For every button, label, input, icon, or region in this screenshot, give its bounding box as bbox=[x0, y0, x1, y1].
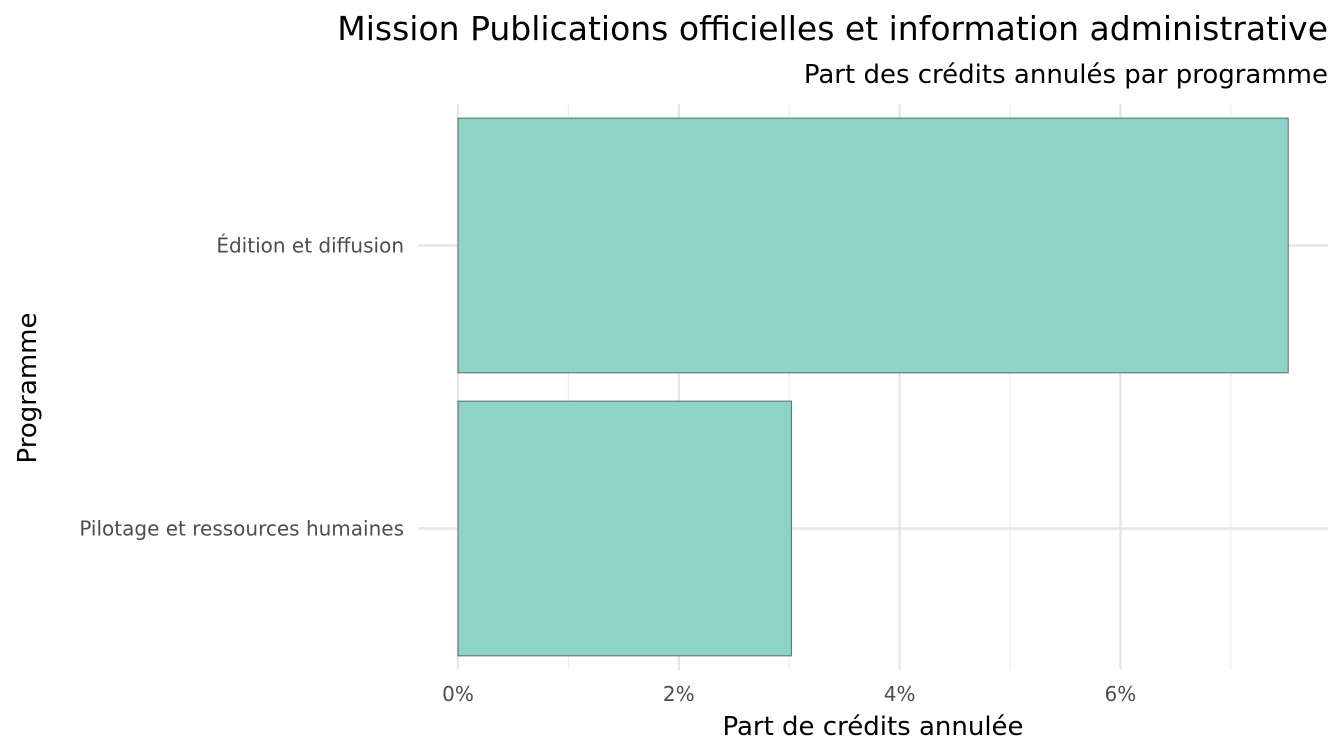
y-axis-title: Programme bbox=[13, 312, 43, 463]
tick-labels: 0% 2% 4% 6% Édition et diffusion Pilotage et … bbox=[79, 234, 1136, 707]
y-tick-label: Pilotage et ressources humaines bbox=[79, 517, 404, 541]
bars bbox=[457, 117, 1289, 657]
x-tick-label: 0% bbox=[442, 682, 474, 706]
x-tick-label: 4% bbox=[884, 682, 916, 706]
x-tick-label: 6% bbox=[1105, 682, 1137, 706]
bar bbox=[457, 400, 792, 657]
chart-title: Mission Publications officielles et info… bbox=[337, 9, 1328, 48]
x-tick-label: 2% bbox=[663, 682, 695, 706]
x-axis-title: Part de crédits annulée bbox=[722, 712, 1023, 742]
bar bbox=[457, 117, 1289, 374]
chart-subtitle: Part des crédits annulés par programme bbox=[804, 60, 1328, 90]
y-tick-label: Édition et diffusion bbox=[216, 234, 404, 258]
